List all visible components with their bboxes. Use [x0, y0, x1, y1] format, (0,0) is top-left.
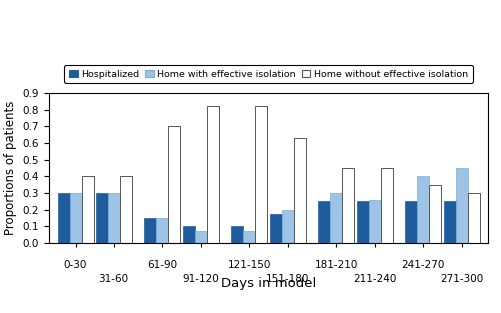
Bar — [255, 106, 267, 243]
Bar — [107, 193, 119, 243]
Bar — [69, 193, 81, 243]
Text: 211-240: 211-240 — [352, 274, 395, 284]
Bar — [318, 201, 330, 243]
Text: 121-150: 121-150 — [227, 260, 271, 270]
Bar — [206, 106, 218, 243]
Bar — [330, 193, 342, 243]
Text: 91-120: 91-120 — [182, 274, 218, 284]
Text: 241-270: 241-270 — [401, 260, 444, 270]
Bar — [168, 126, 180, 243]
Text: 151-180: 151-180 — [266, 274, 309, 284]
Bar — [96, 193, 107, 243]
Bar — [454, 168, 466, 243]
Bar — [281, 210, 293, 243]
Bar — [119, 177, 131, 243]
Bar — [231, 226, 243, 243]
Bar — [443, 201, 454, 243]
Bar — [293, 138, 305, 243]
Y-axis label: Proportions of patients: Proportions of patients — [4, 101, 17, 235]
Text: 0-30: 0-30 — [64, 260, 87, 270]
Bar — [269, 214, 281, 243]
Bar — [243, 231, 255, 243]
Bar — [81, 177, 93, 243]
Bar — [182, 226, 194, 243]
Bar — [194, 231, 206, 243]
Legend: Hospitalized, Home with effective isolation, Home without effective isolation: Hospitalized, Home with effective isolat… — [64, 65, 472, 83]
Text: 61-90: 61-90 — [147, 260, 177, 270]
Bar — [156, 218, 168, 243]
Bar — [58, 193, 69, 243]
Bar — [405, 201, 417, 243]
X-axis label: Days in model: Days in model — [220, 277, 316, 290]
Bar — [428, 185, 440, 243]
Bar — [417, 177, 428, 243]
Bar — [368, 200, 380, 243]
Text: 31-60: 31-60 — [98, 274, 128, 284]
Bar — [144, 218, 156, 243]
Text: 181-210: 181-210 — [314, 260, 357, 270]
Bar — [342, 168, 354, 243]
Bar — [356, 201, 368, 243]
Text: 271-300: 271-300 — [439, 274, 482, 284]
Bar — [466, 193, 478, 243]
Bar — [380, 168, 392, 243]
